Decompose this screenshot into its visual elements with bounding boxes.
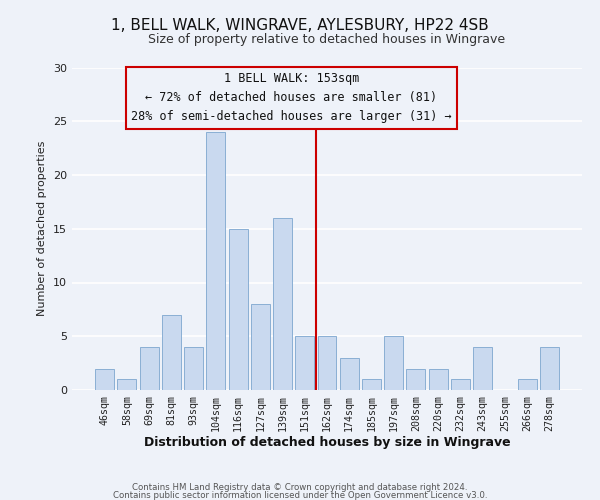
- Bar: [273, 218, 292, 390]
- Bar: [473, 347, 492, 390]
- Text: Contains HM Land Registry data © Crown copyright and database right 2024.: Contains HM Land Registry data © Crown c…: [132, 483, 468, 492]
- Bar: [429, 368, 448, 390]
- Title: Size of property relative to detached houses in Wingrave: Size of property relative to detached ho…: [148, 32, 506, 46]
- Text: 1 BELL WALK: 153sqm
← 72% of detached houses are smaller (81)
28% of semi-detach: 1 BELL WALK: 153sqm ← 72% of detached ho…: [131, 72, 452, 124]
- Y-axis label: Number of detached properties: Number of detached properties: [37, 141, 47, 316]
- Text: Contains public sector information licensed under the Open Government Licence v3: Contains public sector information licen…: [113, 490, 487, 500]
- Bar: [384, 336, 403, 390]
- Bar: [362, 380, 381, 390]
- Bar: [518, 380, 536, 390]
- Bar: [140, 347, 158, 390]
- Bar: [317, 336, 337, 390]
- Bar: [251, 304, 270, 390]
- Bar: [229, 229, 248, 390]
- Bar: [406, 368, 425, 390]
- Bar: [540, 347, 559, 390]
- Text: 1, BELL WALK, WINGRAVE, AYLESBURY, HP22 4SB: 1, BELL WALK, WINGRAVE, AYLESBURY, HP22 …: [111, 18, 489, 32]
- Bar: [206, 132, 225, 390]
- Bar: [451, 380, 470, 390]
- Bar: [340, 358, 359, 390]
- Bar: [118, 380, 136, 390]
- Bar: [95, 368, 114, 390]
- Bar: [184, 347, 203, 390]
- Bar: [295, 336, 314, 390]
- Bar: [162, 315, 181, 390]
- X-axis label: Distribution of detached houses by size in Wingrave: Distribution of detached houses by size …: [143, 436, 511, 450]
